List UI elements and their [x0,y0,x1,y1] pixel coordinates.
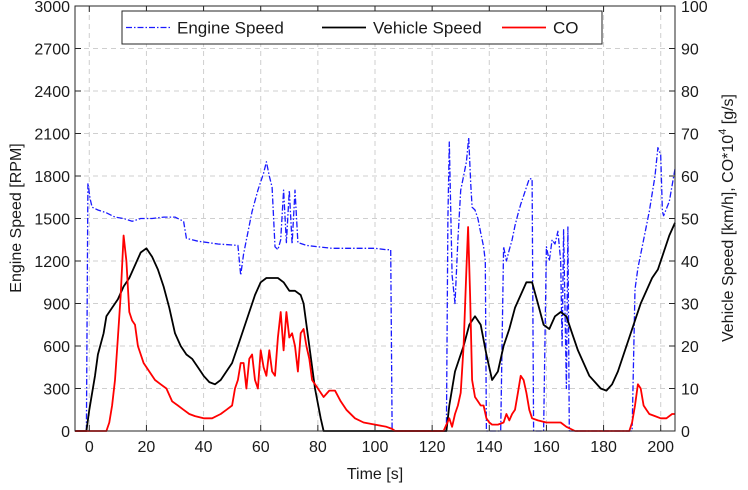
left-y-tick-label: 0 [61,424,70,441]
legend-label-co: CO [553,19,579,38]
x-tick-label: 20 [138,439,156,456]
right-y-tick-label: 20 [681,339,699,356]
x-tick-label: 80 [309,439,327,456]
right-y-tick-label: 90 [681,42,699,59]
left-y-tick-label: 2700 [34,42,70,59]
series-line-co [75,226,675,432]
ticks: 0 20 40 60 80 100 120 140 160 180 2000300600900120… [34,0,707,456]
left-y-tick-label: 2400 [34,84,70,101]
right-y-axis-label-main: Vehicle Speed [km/h], CO*10 [720,135,737,342]
x-axis-label: Time [s] [347,466,403,483]
right-y-tick-label: 30 [681,297,699,314]
left-y-axis-label: Engine Speed [RPM] [8,143,25,292]
right-y-tick-label: 70 [681,127,699,144]
x-tick-label: 200 [647,439,674,456]
left-y-tick-label: 3000 [34,0,70,16]
right-y-tick-label: 80 [681,84,699,101]
x-tick-label: 0 [85,439,94,456]
right-y-axis-label-unit: [g/s] [720,94,737,129]
x-tick-label: 140 [476,439,503,456]
x-tick-label: 120 [419,439,446,456]
right-y-tick-label: 100 [681,0,708,16]
left-y-tick-label: 600 [43,339,70,356]
right-y-tick-label: 10 [681,382,699,399]
left-y-tick-label: 1200 [34,254,70,271]
legend: Engine Speed Vehicle Speed CO [121,10,603,45]
x-tick-label: 160 [533,439,560,456]
x-tick-label: 180 [590,439,617,456]
left-y-tick-label: 900 [43,297,70,314]
x-tick-label: 40 [195,439,213,456]
legend-label-vehicle-speed: Vehicle Speed [373,19,482,38]
right-y-axis-label-exponent: 4 [717,129,729,135]
right-y-axis-label: Vehicle Speed [km/h], CO*104 [g/s] [717,94,737,342]
right-y-tick-label: 60 [681,169,699,186]
left-y-tick-label: 1500 [34,212,70,229]
left-y-tick-label: 300 [43,382,70,399]
x-tick-label: 60 [252,439,270,456]
series-line-vehicle-speed [75,222,676,432]
left-y-tick-label: 1800 [34,169,70,186]
right-y-tick-label: 0 [681,424,690,441]
left-y-tick-label: 2100 [34,127,70,144]
legend-label-engine-speed: Engine Speed [177,19,284,38]
series-line-engine-speed [75,137,676,432]
right-y-tick-label: 50 [681,212,699,229]
x-tick-label: 100 [362,439,389,456]
right-y-tick-label: 40 [681,254,699,271]
series-layer [75,137,676,432]
